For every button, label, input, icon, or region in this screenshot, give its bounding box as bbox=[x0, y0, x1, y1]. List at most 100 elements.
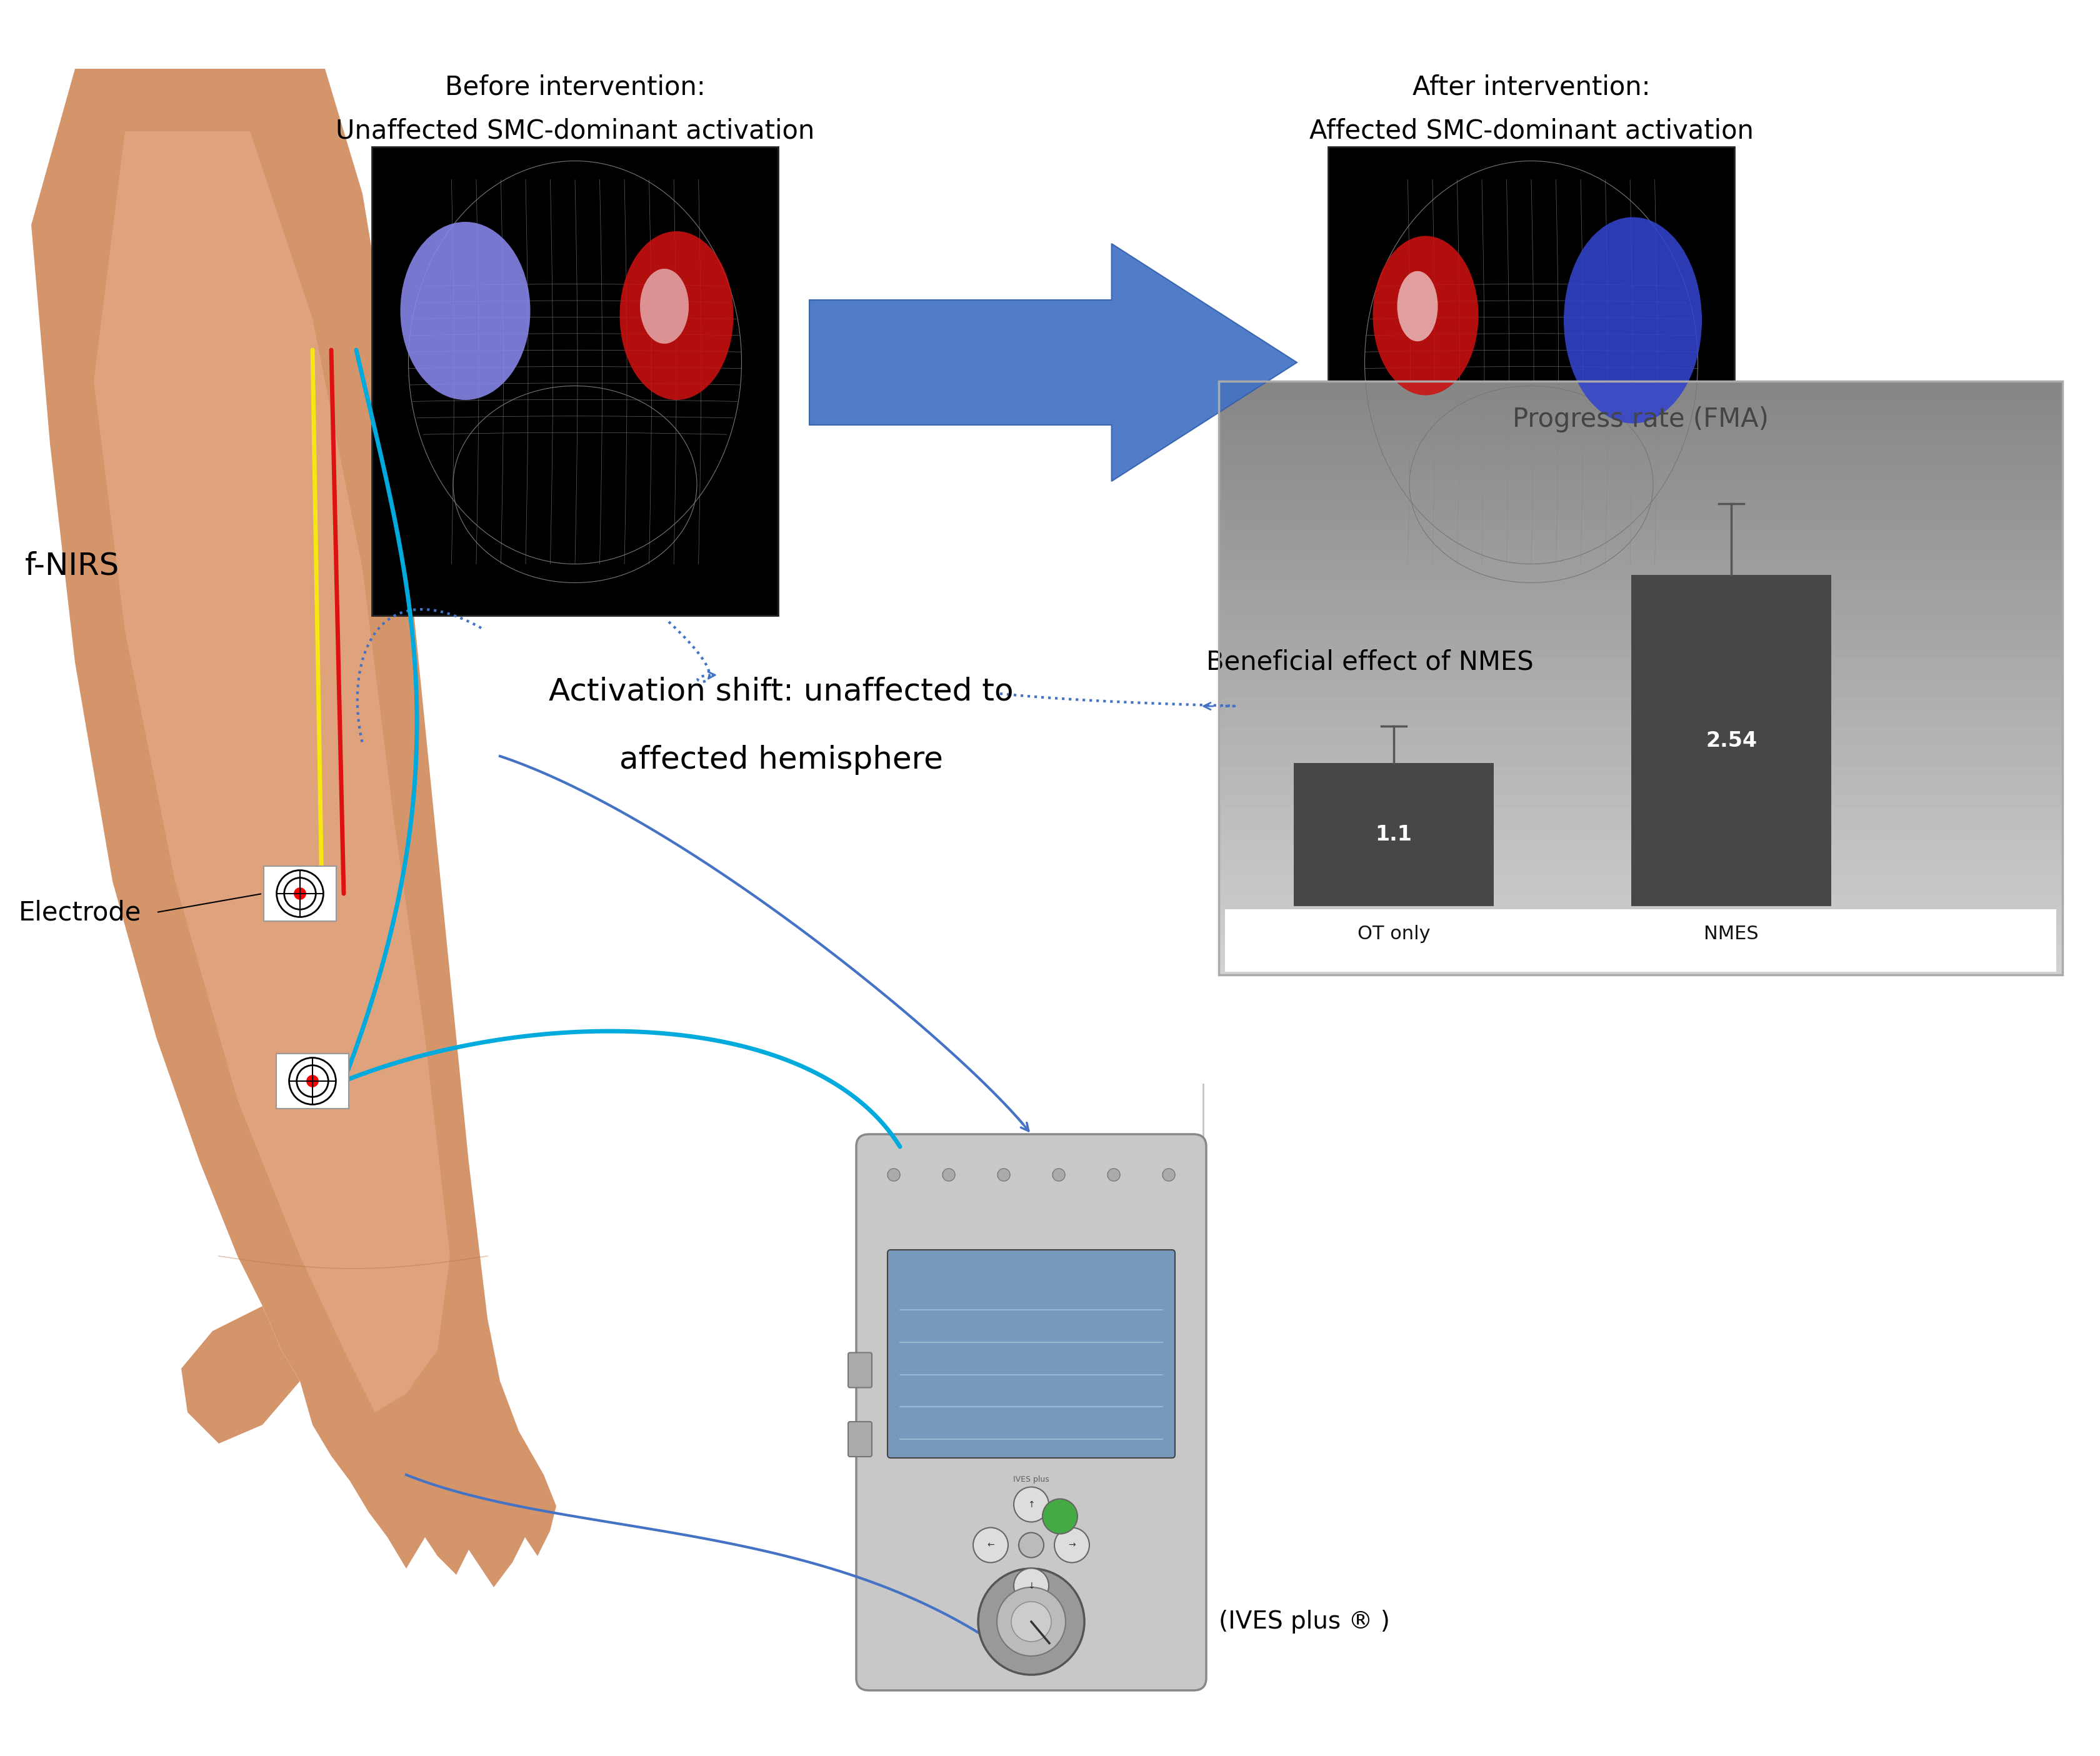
Polygon shape bbox=[809, 244, 1298, 481]
FancyBboxPatch shape bbox=[1218, 471, 2062, 479]
Circle shape bbox=[998, 1168, 1010, 1182]
Text: After intervention:: After intervention: bbox=[1413, 74, 1651, 100]
Circle shape bbox=[972, 1528, 1008, 1563]
Text: NMES: NMES bbox=[1703, 925, 1758, 943]
Text: ↓: ↓ bbox=[1027, 1582, 1035, 1591]
FancyBboxPatch shape bbox=[1218, 579, 2062, 588]
FancyBboxPatch shape bbox=[1218, 866, 2062, 876]
FancyBboxPatch shape bbox=[1218, 588, 2062, 599]
Text: Unaffected SMC-dominant activation: Unaffected SMC-dominant activation bbox=[336, 118, 815, 144]
FancyBboxPatch shape bbox=[1218, 925, 2062, 936]
Text: Affected SMC-dominant activation: Affected SMC-dominant activation bbox=[1308, 118, 1754, 144]
Ellipse shape bbox=[1373, 235, 1478, 395]
Circle shape bbox=[998, 1587, 1065, 1656]
Text: 1.1: 1.1 bbox=[1376, 824, 1411, 845]
FancyBboxPatch shape bbox=[1218, 667, 2062, 678]
Ellipse shape bbox=[620, 232, 733, 400]
Text: f-NIRS: f-NIRS bbox=[25, 551, 120, 581]
Text: ↑: ↑ bbox=[1027, 1500, 1035, 1508]
Text: IVES plus: IVES plus bbox=[1012, 1475, 1050, 1484]
FancyBboxPatch shape bbox=[1218, 806, 2062, 817]
FancyBboxPatch shape bbox=[1218, 787, 2062, 797]
Ellipse shape bbox=[640, 269, 689, 344]
FancyBboxPatch shape bbox=[1218, 797, 2062, 806]
FancyBboxPatch shape bbox=[1218, 539, 2062, 550]
FancyBboxPatch shape bbox=[1218, 550, 2062, 560]
Circle shape bbox=[1163, 1168, 1176, 1182]
FancyBboxPatch shape bbox=[1218, 490, 2062, 500]
FancyBboxPatch shape bbox=[1218, 836, 2062, 846]
FancyBboxPatch shape bbox=[265, 866, 336, 922]
Circle shape bbox=[979, 1568, 1084, 1675]
Circle shape bbox=[290, 1057, 336, 1105]
Circle shape bbox=[1012, 1601, 1052, 1642]
Circle shape bbox=[284, 878, 315, 910]
FancyBboxPatch shape bbox=[1218, 509, 2062, 520]
FancyBboxPatch shape bbox=[888, 1250, 1176, 1457]
FancyBboxPatch shape bbox=[372, 148, 779, 616]
FancyBboxPatch shape bbox=[848, 1422, 871, 1457]
FancyBboxPatch shape bbox=[1218, 500, 2062, 509]
FancyBboxPatch shape bbox=[1218, 846, 2062, 857]
FancyBboxPatch shape bbox=[1218, 827, 2062, 836]
Circle shape bbox=[1042, 1500, 1077, 1535]
FancyBboxPatch shape bbox=[1218, 520, 2062, 530]
FancyBboxPatch shape bbox=[1294, 762, 1493, 906]
Polygon shape bbox=[94, 132, 449, 1412]
Circle shape bbox=[294, 887, 307, 899]
FancyBboxPatch shape bbox=[1218, 658, 2062, 667]
Circle shape bbox=[307, 1075, 319, 1087]
FancyBboxPatch shape bbox=[1218, 688, 2062, 697]
Circle shape bbox=[1014, 1568, 1048, 1603]
FancyBboxPatch shape bbox=[1218, 430, 2062, 441]
FancyBboxPatch shape bbox=[1218, 421, 2062, 430]
FancyBboxPatch shape bbox=[1218, 381, 2062, 392]
Text: Before intervention:: Before intervention: bbox=[445, 74, 706, 100]
Polygon shape bbox=[32, 68, 556, 1587]
FancyBboxPatch shape bbox=[1218, 945, 2062, 955]
FancyBboxPatch shape bbox=[1218, 629, 2062, 639]
Text: Activation shift: unaffected to: Activation shift: unaffected to bbox=[548, 676, 1014, 706]
FancyBboxPatch shape bbox=[1327, 148, 1735, 616]
Text: Progress rate (FMA): Progress rate (FMA) bbox=[1512, 406, 1768, 432]
FancyBboxPatch shape bbox=[1218, 966, 2062, 975]
FancyBboxPatch shape bbox=[1218, 876, 2062, 885]
Ellipse shape bbox=[401, 221, 531, 400]
FancyBboxPatch shape bbox=[1218, 817, 2062, 827]
FancyBboxPatch shape bbox=[1218, 936, 2062, 945]
Circle shape bbox=[1018, 1533, 1044, 1558]
Ellipse shape bbox=[1564, 218, 1701, 423]
FancyBboxPatch shape bbox=[1218, 896, 2062, 906]
Circle shape bbox=[1052, 1168, 1065, 1182]
Circle shape bbox=[277, 871, 323, 917]
FancyBboxPatch shape bbox=[1218, 776, 2062, 787]
FancyBboxPatch shape bbox=[1218, 708, 2062, 718]
Text: ←: ← bbox=[987, 1540, 993, 1549]
Polygon shape bbox=[181, 1306, 300, 1443]
Circle shape bbox=[1054, 1528, 1090, 1563]
FancyBboxPatch shape bbox=[277, 1054, 349, 1108]
FancyBboxPatch shape bbox=[1218, 460, 2062, 471]
FancyBboxPatch shape bbox=[1218, 441, 2062, 451]
Text: →: → bbox=[1069, 1540, 1075, 1549]
FancyBboxPatch shape bbox=[1218, 648, 2062, 658]
FancyBboxPatch shape bbox=[848, 1352, 871, 1387]
FancyBboxPatch shape bbox=[1218, 530, 2062, 539]
FancyBboxPatch shape bbox=[1218, 757, 2062, 767]
FancyBboxPatch shape bbox=[1218, 727, 2062, 738]
FancyBboxPatch shape bbox=[1218, 915, 2062, 925]
FancyBboxPatch shape bbox=[1218, 569, 2062, 579]
FancyBboxPatch shape bbox=[1218, 748, 2062, 757]
FancyBboxPatch shape bbox=[1218, 479, 2062, 490]
Circle shape bbox=[1107, 1168, 1119, 1182]
FancyBboxPatch shape bbox=[1218, 392, 2062, 400]
Ellipse shape bbox=[1396, 270, 1439, 341]
FancyBboxPatch shape bbox=[1218, 451, 2062, 460]
FancyBboxPatch shape bbox=[1632, 574, 1831, 906]
FancyBboxPatch shape bbox=[1218, 885, 2062, 896]
Text: 2.54: 2.54 bbox=[1705, 730, 1758, 752]
Circle shape bbox=[296, 1066, 328, 1098]
FancyBboxPatch shape bbox=[1218, 718, 2062, 727]
Circle shape bbox=[1014, 1487, 1048, 1522]
FancyBboxPatch shape bbox=[1218, 955, 2062, 966]
